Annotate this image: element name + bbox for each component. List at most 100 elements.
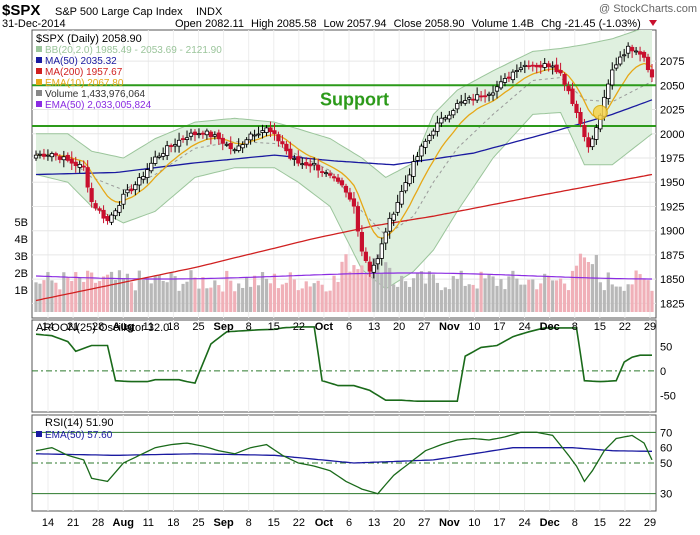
volume-bar xyxy=(360,265,364,312)
x-tick-label-lower: 21 xyxy=(67,517,79,529)
candle-down xyxy=(482,95,488,98)
candle-up xyxy=(165,145,170,156)
volume-tick-label: 2B xyxy=(15,268,28,280)
candle-down xyxy=(355,206,361,232)
volume-bar xyxy=(58,289,62,312)
volume-bar xyxy=(396,286,400,312)
volume-bar xyxy=(543,273,547,312)
volume-bar xyxy=(479,271,483,312)
candle-down xyxy=(272,130,277,134)
candle-down xyxy=(53,153,58,156)
candle-up xyxy=(490,92,496,96)
price-tick-label: 2025 xyxy=(660,105,684,117)
candle-up xyxy=(399,191,404,205)
candle-up xyxy=(518,67,523,70)
legend-entry-ema50v: EMA(50) 2,033,005,824 xyxy=(45,100,152,111)
legend-entry-ma50: MA(50) 2035.32 xyxy=(45,56,117,67)
candle-down xyxy=(570,88,575,104)
volume-bar xyxy=(499,279,503,312)
candle-down xyxy=(200,132,206,135)
candle-down xyxy=(351,198,357,207)
candle-up xyxy=(522,64,527,67)
candle-up xyxy=(634,50,639,53)
volume-bar xyxy=(610,284,614,312)
aroon-tick-label: -50 xyxy=(660,390,676,402)
price-tick-label: 1975 xyxy=(660,153,684,165)
volume-bar xyxy=(189,270,193,312)
volume-bar xyxy=(427,271,432,312)
legend-swatch-ma200 xyxy=(36,68,42,74)
candle-up xyxy=(435,122,440,132)
volume-bar xyxy=(272,273,277,312)
volume-bar xyxy=(284,282,288,312)
candle-down xyxy=(57,156,62,160)
volume-tick-label: 1B xyxy=(15,285,28,297)
volume-bar xyxy=(602,290,606,312)
volume-bar xyxy=(336,281,340,312)
volume-bar xyxy=(443,287,447,312)
candle-down xyxy=(320,171,325,173)
x-tick-label-lower: 28 xyxy=(92,517,104,529)
candle-up xyxy=(550,65,555,68)
volume-bar xyxy=(78,277,82,312)
x-tick-label-lower: 27 xyxy=(418,517,430,529)
volume-bar xyxy=(260,272,265,312)
candle-up xyxy=(411,161,416,177)
candle-up xyxy=(161,153,166,157)
low-value: 2057.94 xyxy=(347,18,387,30)
volume-bar xyxy=(400,275,404,312)
volume-bar xyxy=(324,291,328,312)
volume-bar xyxy=(451,276,455,312)
volume-bar xyxy=(121,278,126,312)
x-tick-label-lower: 6 xyxy=(346,517,352,529)
volume-bar xyxy=(54,282,58,312)
volume-bar xyxy=(90,272,94,312)
change-value: -21.45 (-1.03%) xyxy=(564,18,640,30)
candle-up xyxy=(264,127,269,133)
candle-down xyxy=(641,51,647,58)
volume-bar xyxy=(535,289,539,312)
candle-up xyxy=(240,144,245,149)
candle-down xyxy=(180,138,186,141)
volume-bar xyxy=(46,272,50,312)
close-value: 2058.90 xyxy=(425,18,465,30)
legend-swatch-ma50 xyxy=(36,57,42,63)
volume-bar xyxy=(181,283,185,312)
candle-down xyxy=(471,98,476,101)
volume-bar xyxy=(66,277,70,312)
candle-up xyxy=(614,64,619,69)
candle-down xyxy=(562,74,567,85)
x-tick-label-upper: Nov xyxy=(439,321,461,333)
x-tick-label-lower: 15 xyxy=(594,517,606,529)
volume-bar xyxy=(229,280,233,312)
volume-bar xyxy=(455,279,459,312)
candle-down xyxy=(630,46,635,52)
volume-bar xyxy=(523,284,527,312)
volume-bar xyxy=(209,287,213,312)
x-tick-label-lower: 8 xyxy=(572,517,578,529)
aroon-panel xyxy=(31,319,657,413)
rsi-title: RSI(14) 51.90 xyxy=(45,417,113,429)
candle-down xyxy=(308,163,313,167)
candle-up xyxy=(137,177,142,186)
x-tick-label-upper: Dec xyxy=(540,321,560,333)
volume-bar xyxy=(133,290,137,312)
price-tick-label: 2000 xyxy=(660,129,684,141)
legend-swatch-ema50v xyxy=(36,101,42,107)
candle-down xyxy=(645,56,651,71)
volume-bar xyxy=(384,262,388,312)
volume-bar xyxy=(264,278,269,312)
candle-down xyxy=(69,158,74,164)
candle-up xyxy=(610,69,615,86)
legend-entry-bb: BB(20,2.0) 1985.49 - 2053.69 - 2121.90 xyxy=(45,45,222,56)
x-tick-label-lower: Sep xyxy=(213,517,233,529)
volume-bar xyxy=(256,285,261,312)
volume-bar xyxy=(411,278,416,312)
volume-bar xyxy=(356,269,360,312)
candle-up xyxy=(61,156,66,161)
volume-bar xyxy=(388,267,392,312)
price-tick-label: 2050 xyxy=(660,80,684,92)
x-tick-label-lower: Aug xyxy=(113,517,134,529)
x-tick-label-upper: 8 xyxy=(246,321,252,333)
